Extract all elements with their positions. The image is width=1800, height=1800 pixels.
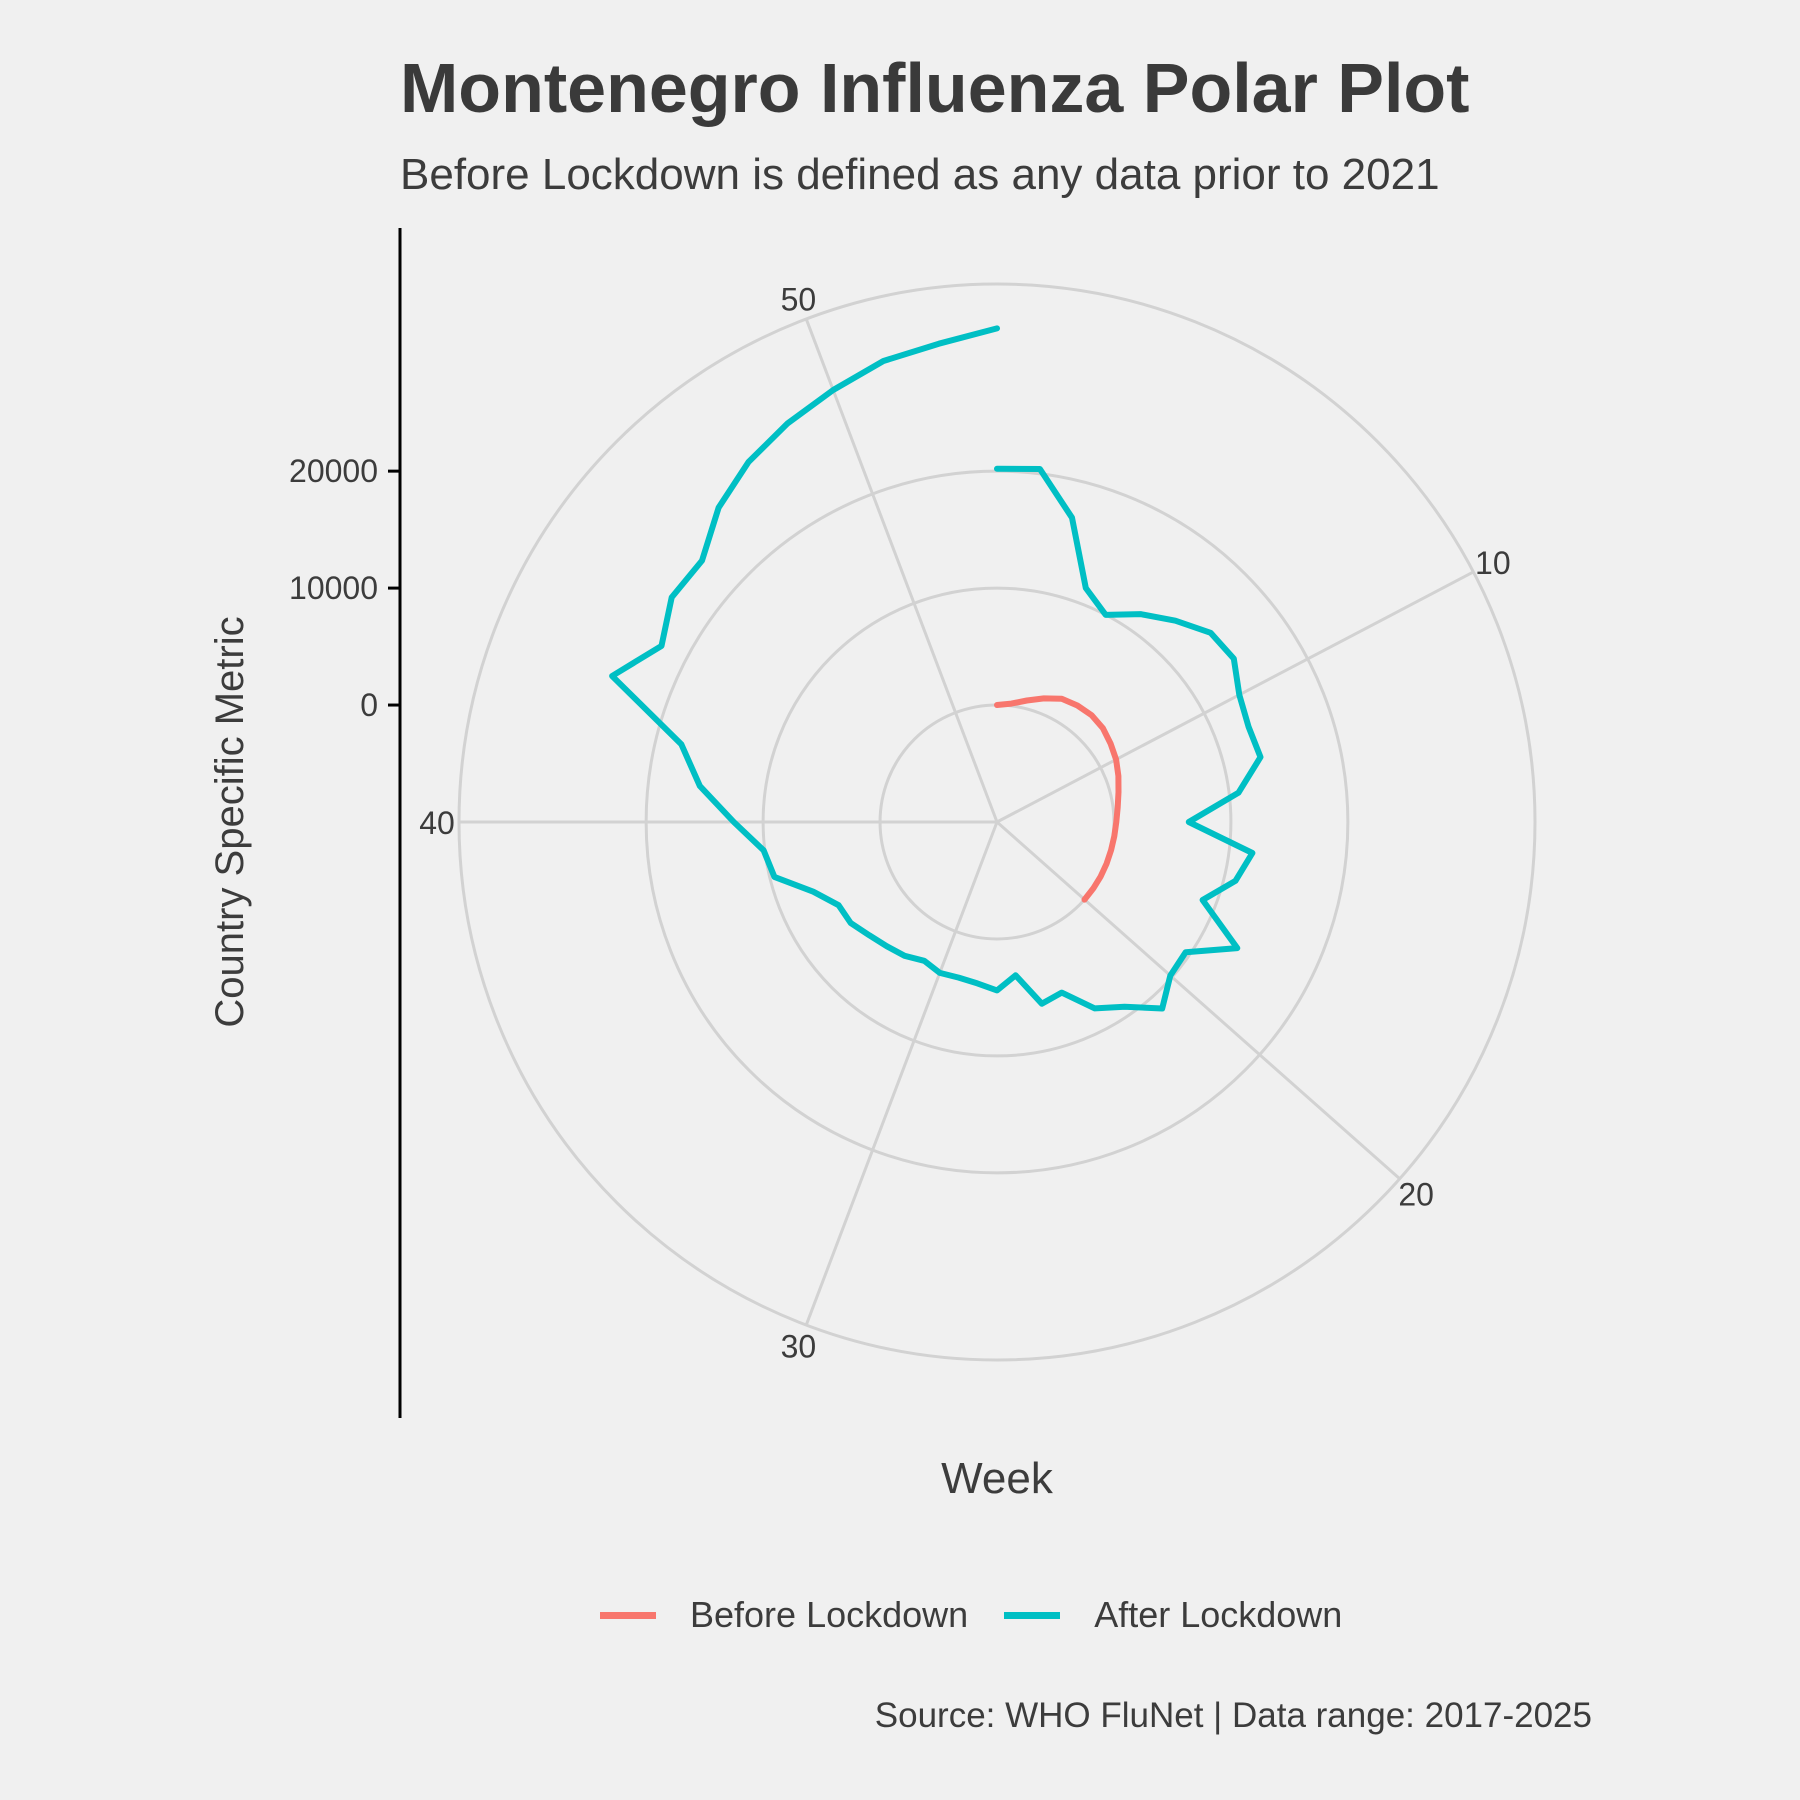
- theta-tick-label: 20: [1398, 1176, 1434, 1212]
- grid-spoke: [804, 821, 999, 1326]
- x-axis-label: Week: [941, 1454, 1054, 1503]
- theta-tick-label: 40: [419, 805, 455, 841]
- y-tick-label: 0: [360, 687, 378, 723]
- y-tick-label: 20000: [289, 453, 378, 489]
- y-tick-label: 10000: [289, 570, 378, 606]
- legend-label-before: Before Lockdown: [690, 1594, 969, 1635]
- chart-title: Montenegro Influenza Polar Plot: [400, 49, 1470, 127]
- grid-spoke: [804, 318, 999, 823]
- y-axis-label: Country Specific Metric: [208, 616, 252, 1027]
- series-layer: [609, 325, 1264, 1012]
- grid-spoke: [996, 570, 1475, 824]
- series-line-after-lockdown: [609, 325, 1264, 1012]
- caption: Source: WHO FluNet | Data range: 2017-20…: [874, 1696, 1592, 1735]
- series-line-before-lockdown: [994, 695, 1122, 903]
- theta-tick-label: 10: [1475, 545, 1511, 581]
- polar-grid: 10 20 30 40 50: [419, 281, 1537, 1365]
- theta-tick-label: 50: [781, 281, 817, 317]
- legend-item-before: Before Lockdown: [600, 1594, 968, 1636]
- legend: Before Lockdown After Lockdown: [600, 1594, 1378, 1636]
- y-axis-ticks: 0 10000 20000: [289, 453, 400, 723]
- legend-swatch-after: [1004, 1611, 1061, 1619]
- chart-subtitle: Before Lockdown is defined as any data p…: [400, 150, 1440, 199]
- legend-swatch-before: [600, 1611, 656, 1619]
- legend-label-after: After Lockdown: [1094, 1594, 1343, 1635]
- grid-spoke: [996, 820, 1401, 1180]
- legend-item-after: After Lockdown: [1004, 1594, 1342, 1636]
- theta-tick-label: 30: [781, 1329, 817, 1365]
